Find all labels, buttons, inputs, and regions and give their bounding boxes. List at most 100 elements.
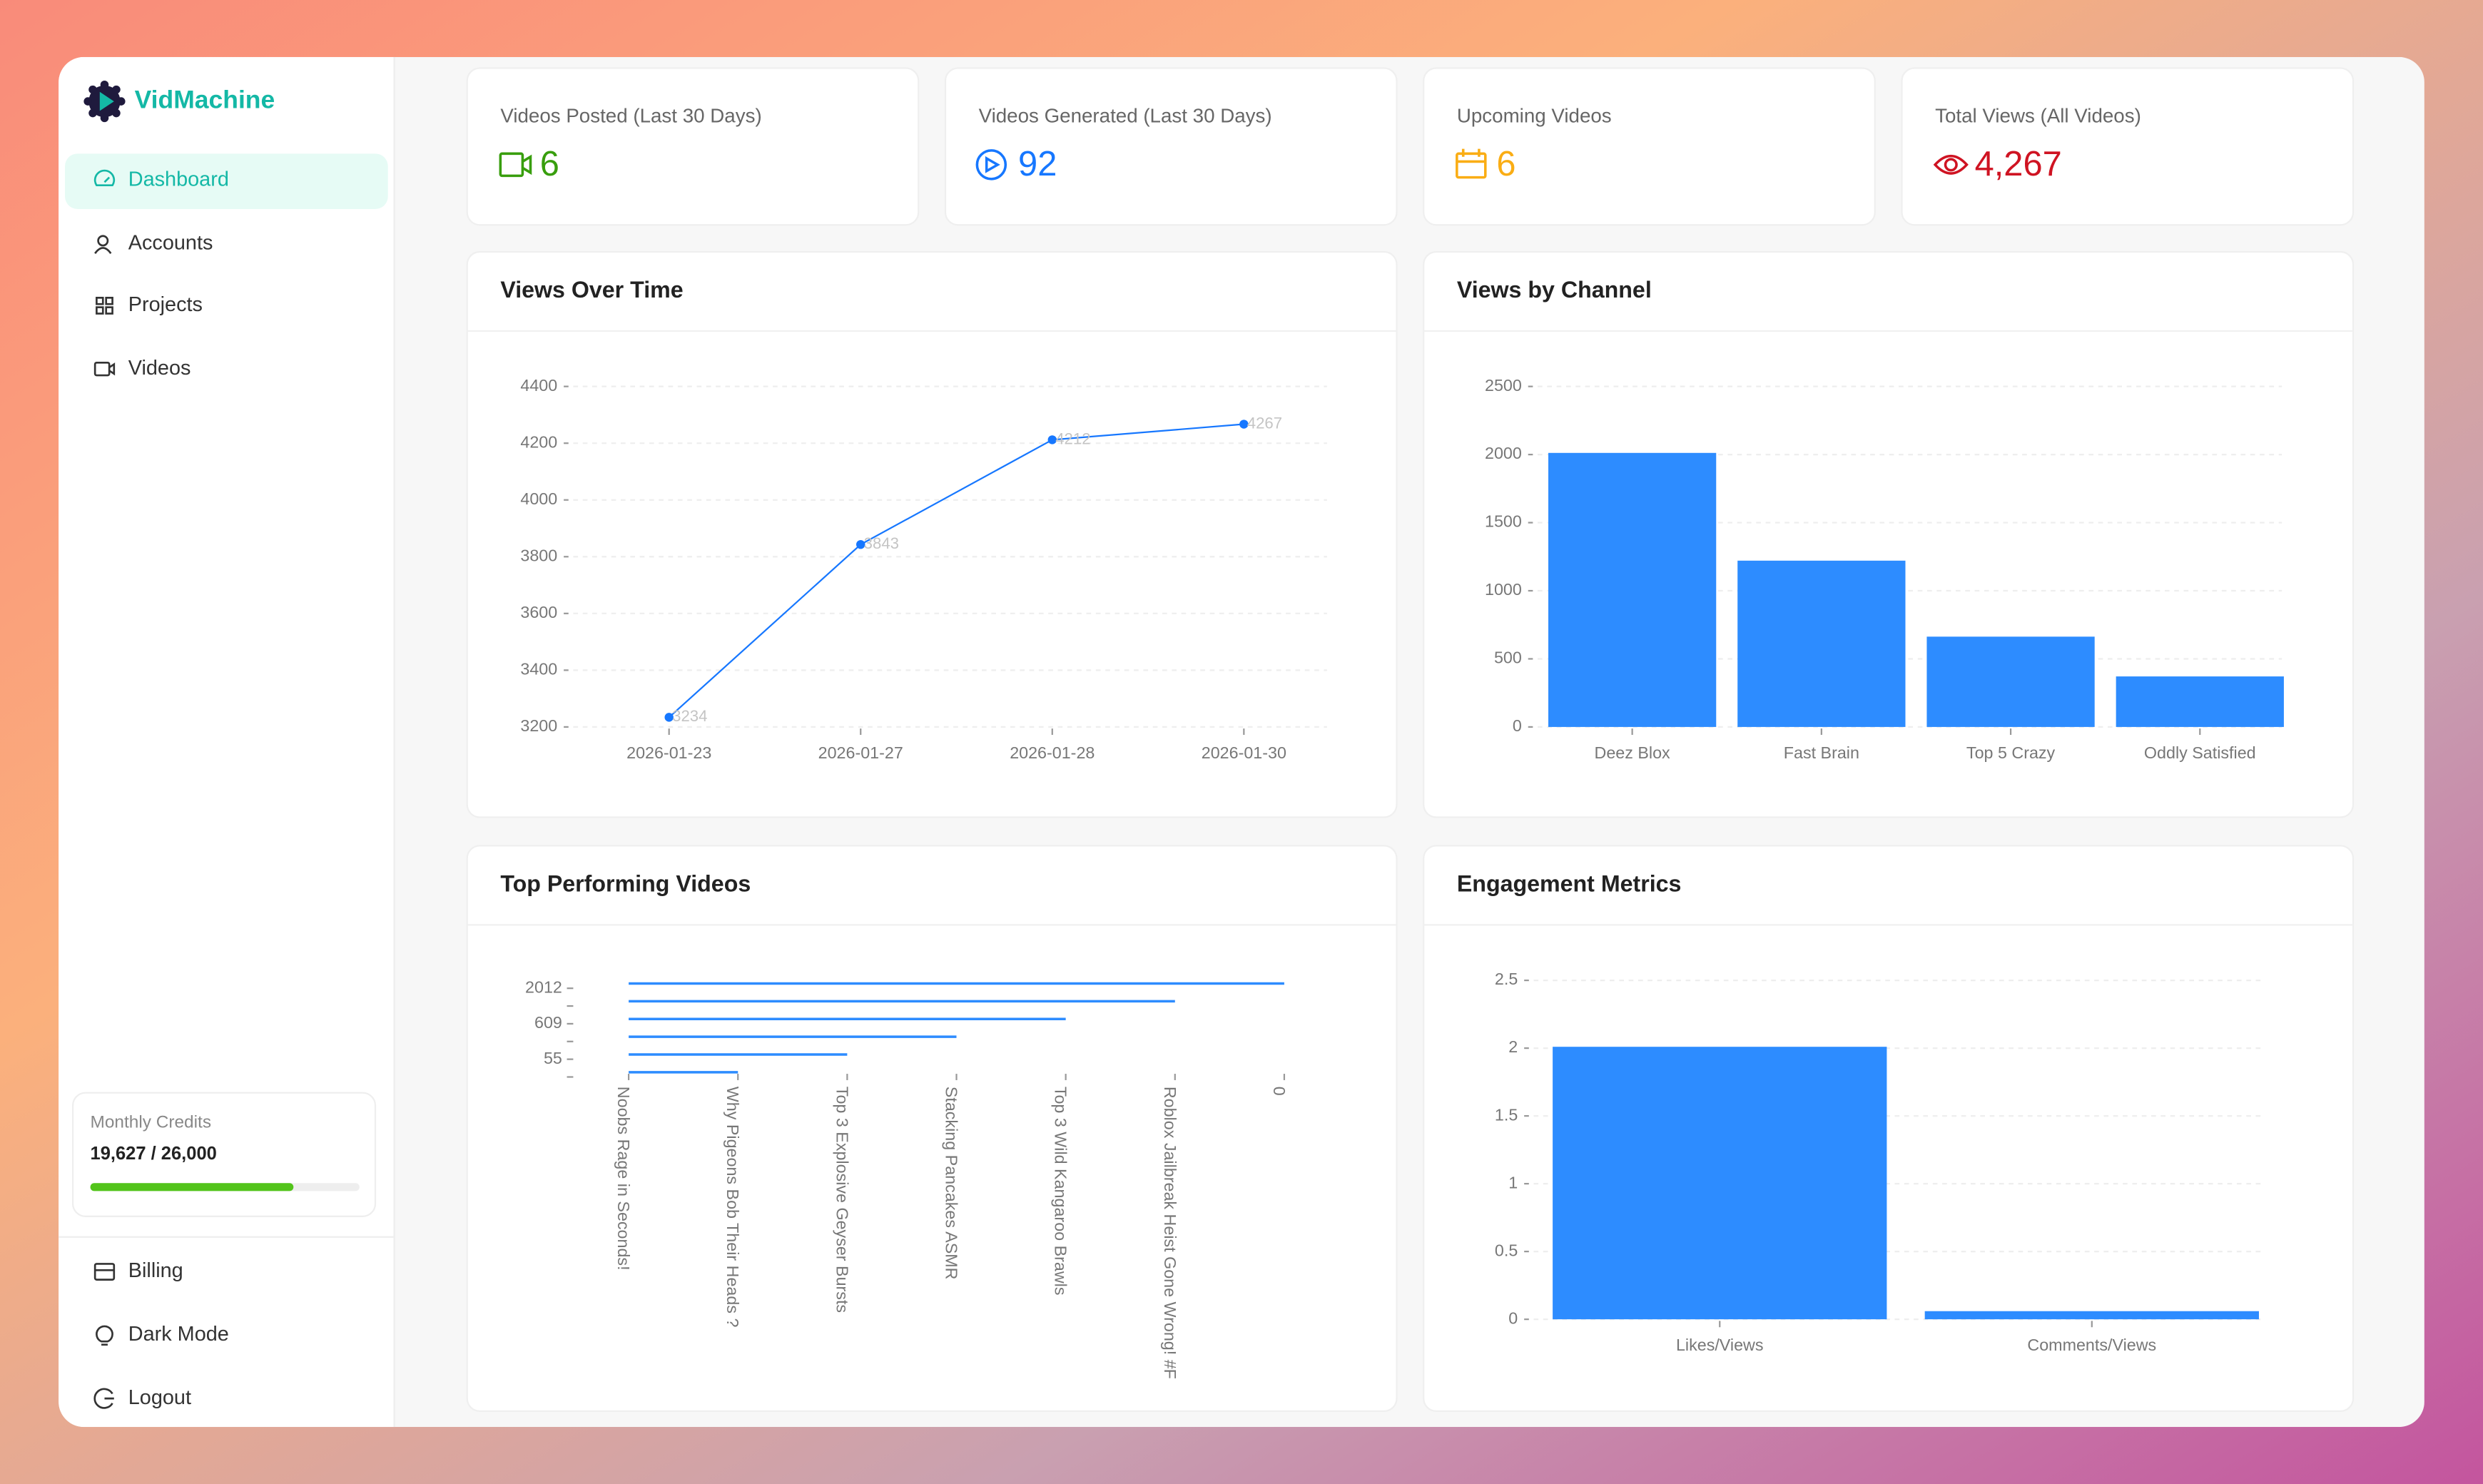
- stat-value: 6: [1496, 145, 1515, 183]
- stat-icon: [1933, 154, 1969, 175]
- stat-icon: [522, 154, 532, 176]
- card: [466, 845, 1398, 1412]
- icon: [105, 306, 113, 315]
- card: [1901, 67, 2355, 226]
- line-point: [856, 539, 865, 549]
- chart-card: Top Performing Videos Noobs Rage in Secon…: [466, 845, 1398, 1412]
- logo-play: [99, 91, 114, 111]
- nav-label: Projects: [128, 293, 203, 316]
- credits-value: 19,627 / 26,000: [91, 1144, 217, 1164]
- chart-title: Views by Channel: [1457, 277, 1652, 303]
- icon: [96, 1325, 113, 1346]
- y-tick-label: 4200: [520, 432, 557, 451]
- icon: [93, 1388, 114, 1409]
- icon: [93, 169, 116, 187]
- stat-value: 6: [540, 145, 559, 183]
- logo-tooth: [83, 97, 92, 106]
- logo: VidMachine: [83, 80, 275, 123]
- bar: [1737, 560, 1906, 727]
- nav-label: Accounts: [128, 231, 213, 254]
- stat-icon: [499, 152, 524, 178]
- nav-item[interactable]: Dark Mode: [96, 1323, 229, 1346]
- stat-card: Upcoming Videos 6: [1423, 67, 1876, 226]
- x-tick-label: Top 5 Crazy: [1966, 743, 2056, 762]
- nav-label: Videos: [128, 357, 191, 380]
- nav-item[interactable]: Dashboard: [64, 153, 388, 210]
- y-tick-label: 2: [1508, 1037, 1518, 1056]
- logo-tooth: [88, 85, 97, 94]
- nav-item[interactable]: Videos: [93, 357, 191, 380]
- bar: [1548, 452, 1717, 727]
- x-tick-label: Deez Blox: [1595, 743, 1671, 762]
- icon: [105, 297, 113, 305]
- icon: [93, 362, 111, 377]
- stat-label: Upcoming Videos: [1457, 105, 1612, 127]
- logo-tooth: [112, 108, 121, 118]
- stat-icon: [1456, 152, 1487, 179]
- x-tick-label: 2026-01-23: [626, 743, 711, 762]
- stat-label: Total Views (All Videos): [1935, 105, 2141, 127]
- y-tick-label: 4000: [520, 489, 557, 508]
- logo-tooth: [88, 108, 97, 118]
- logo-tooth: [100, 113, 109, 123]
- bar: [1926, 636, 2095, 727]
- nav-item[interactable]: Logout: [93, 1386, 191, 1409]
- stat-card: Videos Generated (Last 30 Days) 92: [944, 67, 1398, 226]
- x-tick-label: Noobs Rage in Seconds!: [614, 1087, 633, 1271]
- chart-title: Views Over Time: [500, 277, 683, 303]
- content: VidMachine Dashboard Accounts Projects Video…: [59, 67, 2355, 1412]
- chart-card: Engagement Metrics 0 0.5 1 1.5 2 2.5 Likes/View…: [1423, 845, 2355, 1412]
- data-label: 4267: [1247, 414, 1282, 432]
- chart-title: Top Performing Videos: [500, 870, 751, 896]
- x-tick-label: 2026-01-30: [1202, 743, 1286, 762]
- x-tick-label: 0: [1270, 1087, 1289, 1096]
- credits-label: Monthly Credits: [91, 1112, 212, 1132]
- icon: [108, 362, 116, 376]
- nav-active-bg: [64, 153, 388, 210]
- y-tick-label: 3400: [520, 660, 557, 679]
- y-tick-label: 2500: [1485, 376, 1522, 395]
- y-tick-label: 2000: [1485, 444, 1522, 462]
- logo-tooth: [112, 85, 121, 94]
- x-tick-label: Likes/Views: [1676, 1336, 1764, 1354]
- y-tick-label: 4400: [520, 376, 557, 395]
- nav-item[interactable]: Projects: [96, 293, 203, 316]
- stat-label: Videos Posted (Last 30 Days): [500, 105, 761, 127]
- stat-label: Videos Generated (Last 30 Days): [979, 105, 1272, 127]
- x-tick-label: Oddly Satisfied: [2144, 743, 2256, 762]
- y-tick-label: 0: [1513, 716, 1522, 735]
- bar: [1553, 1047, 1887, 1320]
- y-tick-label: 1: [1508, 1173, 1518, 1191]
- y-tick-label: 0.5: [1495, 1241, 1518, 1259]
- x-tick-label: 2026-01-27: [818, 743, 903, 762]
- bar: [2116, 676, 2284, 727]
- line-point: [1047, 435, 1057, 444]
- data-label: 3843: [864, 534, 899, 552]
- stat-icon: [985, 156, 1000, 173]
- card: [466, 250, 1398, 818]
- nav-label: Dashboard: [128, 168, 229, 191]
- y-tick-label: 1500: [1485, 512, 1522, 531]
- data-label: 3234: [672, 707, 707, 725]
- logo-tooth: [117, 97, 126, 106]
- credits-progress: [90, 1183, 294, 1191]
- icon: [103, 176, 111, 183]
- x-tick-label: Stacking Pancakes ASMR: [942, 1087, 960, 1280]
- icon: [93, 1263, 116, 1281]
- icon: [96, 297, 104, 305]
- y-tick-label: 500: [1494, 649, 1522, 667]
- nav-item[interactable]: Billing: [93, 1259, 183, 1282]
- x-tick-label: Comments/Views: [2027, 1336, 2156, 1354]
- y-tick-label: 0: [1508, 1308, 1518, 1327]
- card: [466, 67, 920, 226]
- chart-title: Engagement Metrics: [1457, 870, 1682, 896]
- x-tick-label: Top 3 Wild Kangaroo Brawls: [1052, 1087, 1070, 1296]
- line-point: [1239, 420, 1249, 429]
- y-tick-label: 1000: [1485, 580, 1522, 599]
- nav-item[interactable]: Accounts: [94, 231, 213, 254]
- stat-icon: [975, 149, 1007, 181]
- x-tick-label: Top 3 Explosive Geyser Bursts: [833, 1087, 851, 1313]
- x-tick-label: Why Pigeons Bob Their Heads ?: [723, 1087, 742, 1328]
